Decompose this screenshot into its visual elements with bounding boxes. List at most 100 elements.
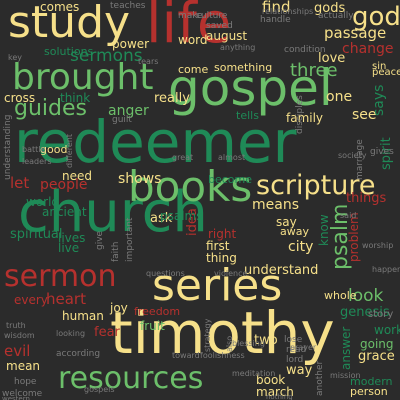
word-sermons: sermons	[70, 46, 143, 66]
word-anything: anything	[220, 43, 256, 52]
word-western: western	[2, 395, 30, 400]
word-freedom: freedom	[134, 305, 181, 318]
word-strategy: strategy	[203, 318, 212, 352]
word-away: away	[280, 225, 309, 238]
word-change: change	[342, 41, 394, 57]
word-find: find	[262, 0, 291, 16]
word-word: word	[178, 33, 208, 47]
word-passage: passage	[324, 24, 387, 42]
word-read: read	[286, 345, 307, 355]
word-handle: handle	[260, 15, 291, 25]
word-church: church	[18, 180, 208, 245]
word-gives: gives	[370, 147, 394, 157]
word-become: become	[208, 173, 253, 186]
word-understanding: understanding	[3, 114, 13, 180]
word-mission: mission	[330, 371, 361, 380]
word-great: great	[172, 153, 194, 162]
word-teaches: teaches	[110, 1, 146, 11]
word-book: book	[256, 373, 286, 387]
word-god: god	[352, 2, 400, 32]
word-sermon: sermon	[4, 259, 117, 294]
word-three: three	[290, 60, 338, 81]
word-heart: heart	[46, 290, 86, 308]
word-according: according	[56, 349, 101, 359]
word-culture: culture	[196, 11, 228, 21]
word-spiritual: spiritual	[10, 227, 63, 242]
word-first: first	[206, 239, 230, 253]
word-means: means	[252, 197, 299, 213]
word-also: also	[225, 335, 234, 352]
word-joy: joy	[110, 301, 128, 315]
word-looking: looking	[56, 329, 86, 338]
word-nothing: nothing	[266, 393, 293, 400]
word-disciples: disciples	[295, 95, 305, 134]
word-human: human	[62, 309, 104, 323]
word-look: look	[348, 286, 384, 306]
word-march: march	[256, 385, 294, 399]
word-world: world	[26, 195, 60, 209]
word-key: key	[8, 53, 23, 62]
word-redeemer: redeemer	[14, 108, 297, 176]
word-says: says	[371, 84, 387, 116]
word-way: way	[286, 363, 313, 378]
word-answer: answer	[339, 326, 353, 370]
word-give: give	[95, 230, 105, 250]
word-prayer: prayer	[290, 343, 317, 352]
word-toward: toward	[172, 351, 200, 360]
word-wisdom: wisdom	[4, 331, 35, 340]
word-study: study	[8, 0, 131, 48]
word-shows: shows	[118, 171, 162, 187]
word-condition: condition	[284, 45, 326, 55]
word-love: love	[318, 51, 346, 66]
word-fear: fear	[94, 325, 120, 340]
word-cross: cross	[4, 91, 36, 105]
word-august: august	[206, 29, 248, 43]
word-worship: worship	[362, 241, 394, 250]
word-know: know	[317, 214, 331, 246]
word-power: power	[112, 37, 150, 51]
word-lose: lose	[284, 335, 303, 345]
word-gospel: gospel	[168, 59, 333, 117]
word-going: going	[360, 337, 394, 351]
word-relationships: relationships	[262, 7, 314, 16]
word-lord: lord	[286, 355, 304, 365]
word-evil: evil	[4, 342, 31, 360]
word-think: think	[60, 91, 91, 105]
word-every: every	[14, 293, 48, 307]
word-gospels: gospels	[84, 385, 115, 394]
word-let: let	[10, 174, 30, 192]
word-understand: understand	[244, 263, 319, 278]
word-genesis: genesis	[340, 305, 390, 320]
word-thing: thing	[206, 251, 237, 265]
word-fruit: fruit	[140, 319, 165, 333]
word-said: said	[340, 211, 357, 220]
word-tells: tells	[236, 109, 259, 122]
word-blessing: blessing	[232, 339, 265, 348]
word-psalms: psalms	[160, 209, 203, 223]
word-lives: lives	[58, 231, 86, 245]
word-guilt: guilt	[112, 115, 132, 125]
word-gods: gods	[314, 1, 346, 16]
word-different: different	[65, 134, 74, 168]
word-anger: anger	[108, 103, 149, 119]
word-actually: actually	[318, 11, 354, 21]
word-grace: grace	[358, 349, 395, 364]
word-timothy: timothy	[110, 299, 335, 367]
word-battle: battle	[22, 145, 46, 154]
word-story: story	[368, 309, 394, 320]
word-sin: sin	[372, 61, 387, 72]
word-almost: almost	[218, 153, 246, 162]
word-one: one	[326, 89, 353, 105]
word-comes: comes	[40, 0, 80, 14]
word-make: make	[178, 11, 203, 21]
word-foolishness: foolishness	[200, 351, 245, 360]
word-questions: questions	[146, 269, 185, 278]
word-leaders: leaders	[22, 157, 52, 166]
word-solutions: solutions	[44, 45, 94, 58]
word-books: books	[128, 162, 253, 211]
word-life: life	[146, 0, 232, 56]
word-whole: whole	[324, 289, 357, 302]
word-truth: truth	[6, 321, 26, 330]
word-see: see	[352, 107, 377, 123]
